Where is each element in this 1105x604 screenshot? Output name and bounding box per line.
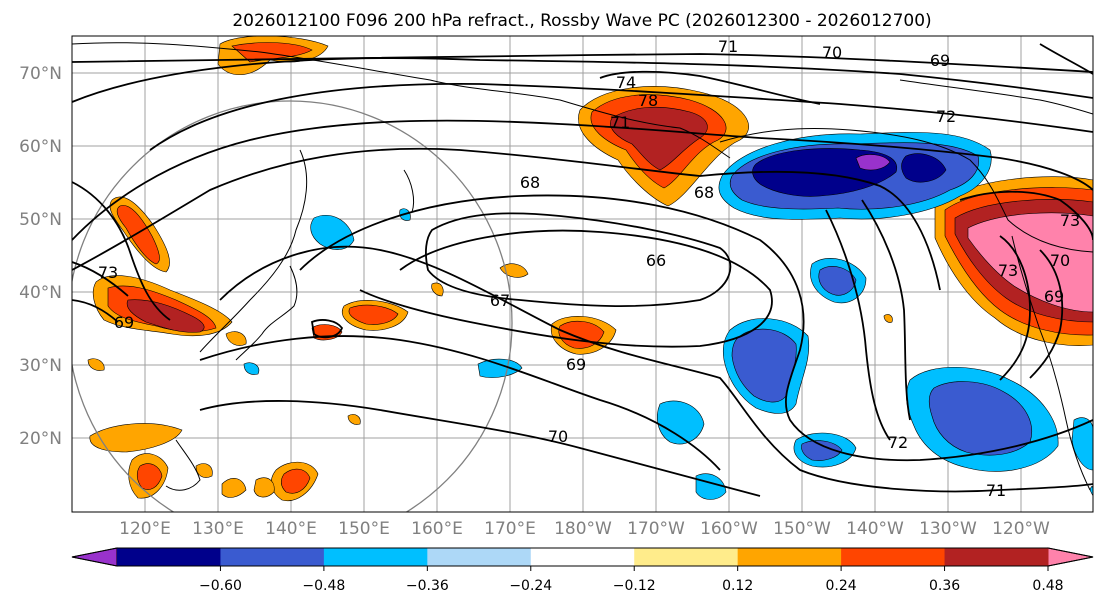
- contour-label: 67: [490, 291, 510, 310]
- lon-label: 130°W: [919, 519, 977, 539]
- contour-label: 69: [566, 355, 586, 374]
- contour-label: 71: [610, 113, 630, 132]
- lon-label: 140°E: [265, 519, 317, 539]
- contour-label: 71: [718, 37, 738, 56]
- contour-label: 71: [986, 481, 1006, 500]
- colorbar-extend-max: [1047, 547, 1094, 567]
- lon-label: 130°E: [192, 519, 244, 539]
- colorbar-tick-label: 0.12: [722, 578, 753, 594]
- lon-axis: 120°E 130°E 140°E 150°E 160°E 170°E 180°…: [119, 519, 1050, 539]
- colorbar-tick-label: 0.36: [929, 578, 960, 594]
- lon-label: 160°E: [411, 519, 463, 539]
- map-panel: 71 70 69 72 74 73 78 71 68 68 66 67 69 7…: [72, 36, 1093, 512]
- lon-label: 120°W: [992, 519, 1050, 539]
- colorbar-segment: [530, 548, 635, 566]
- contour-label: 70: [548, 427, 568, 446]
- contour-label: 72: [936, 107, 956, 126]
- colorbar-tick-label: 0.24: [826, 578, 857, 594]
- colorbar-segment: [841, 548, 946, 566]
- contour-label: 73: [998, 261, 1018, 280]
- lon-label: 150°W: [773, 519, 831, 539]
- lon-label: 170°W: [627, 519, 685, 539]
- contour-label: 72: [888, 433, 908, 452]
- lat-label: 30°N: [19, 356, 62, 376]
- colorbar-outline: [71, 547, 1094, 567]
- contour-label: 69: [114, 313, 134, 332]
- colorbar-tick-label: −0.24: [509, 578, 552, 594]
- contour-label: 78: [638, 91, 658, 110]
- map-frame: [71, 35, 1094, 513]
- contour-label: 68: [694, 183, 714, 202]
- contour-label: 74: [616, 73, 636, 92]
- lat-axis: 70°N 60°N 50°N 40°N 30°N 20°N: [19, 64, 62, 449]
- colorbar-segment: [737, 548, 842, 566]
- contour-label: 66: [646, 251, 666, 270]
- colorbar-tick-label: −0.12: [613, 578, 656, 594]
- colorbar-segment: [323, 548, 428, 566]
- lon-label: 170°E: [484, 519, 536, 539]
- contour-label: 69: [930, 51, 950, 70]
- contour-label: 73: [98, 263, 118, 282]
- lat-label: 20°N: [19, 429, 62, 449]
- lat-label: 50°N: [19, 210, 62, 230]
- contour-labels: 71 70 69 72 74 73 78 71 68 68 66 67 69 7…: [98, 37, 1080, 500]
- lon-label: 120°E: [119, 519, 171, 539]
- colorbar-tick-label: −0.36: [406, 578, 449, 594]
- lat-label: 60°N: [19, 137, 62, 157]
- lat-label: 40°N: [19, 283, 62, 303]
- lon-label: 180°W: [554, 519, 612, 539]
- colorbar-segment: [117, 548, 221, 566]
- contour-label: 68: [520, 173, 540, 192]
- colorbar: −0.60 −0.48 −0.36 −0.24 −0.12 0.12 0.24 0.36 0.4…: [71, 547, 1094, 594]
- colorbar-extend-min: [71, 547, 118, 567]
- colorbar-segment: [634, 548, 739, 566]
- colorbar-tick-label: −0.48: [302, 578, 345, 594]
- lat-label: 70°N: [19, 64, 62, 84]
- contour-label: 69: [1044, 287, 1064, 306]
- contour-lines: [72, 43, 1093, 497]
- colorbar-tick-label: 0.48: [1032, 578, 1063, 594]
- region-circle: [72, 100, 513, 512]
- colorbar-segment: [944, 548, 1049, 566]
- contour-label: 70: [822, 43, 842, 62]
- colorbar-tick-label: −0.60: [199, 578, 242, 594]
- lon-label: 140°W: [846, 519, 904, 539]
- figure-title: 2026012100 F096 200 hPa refract., Rossby…: [232, 11, 931, 31]
- colorbar-segment: [427, 548, 532, 566]
- negative-anomalies: [243, 132, 1093, 500]
- contour-label: 73: [1060, 211, 1080, 230]
- colorbar-segment: [220, 548, 325, 566]
- colorbar-ticks: −0.60 −0.48 −0.36 −0.24 −0.12 0.12 0.24 0.36 0.4…: [199, 566, 1064, 594]
- lon-label: 160°W: [700, 519, 758, 539]
- colorbar-segments: [117, 548, 1049, 566]
- contour-label: 70: [1050, 251, 1070, 270]
- lon-label: 150°E: [338, 519, 390, 539]
